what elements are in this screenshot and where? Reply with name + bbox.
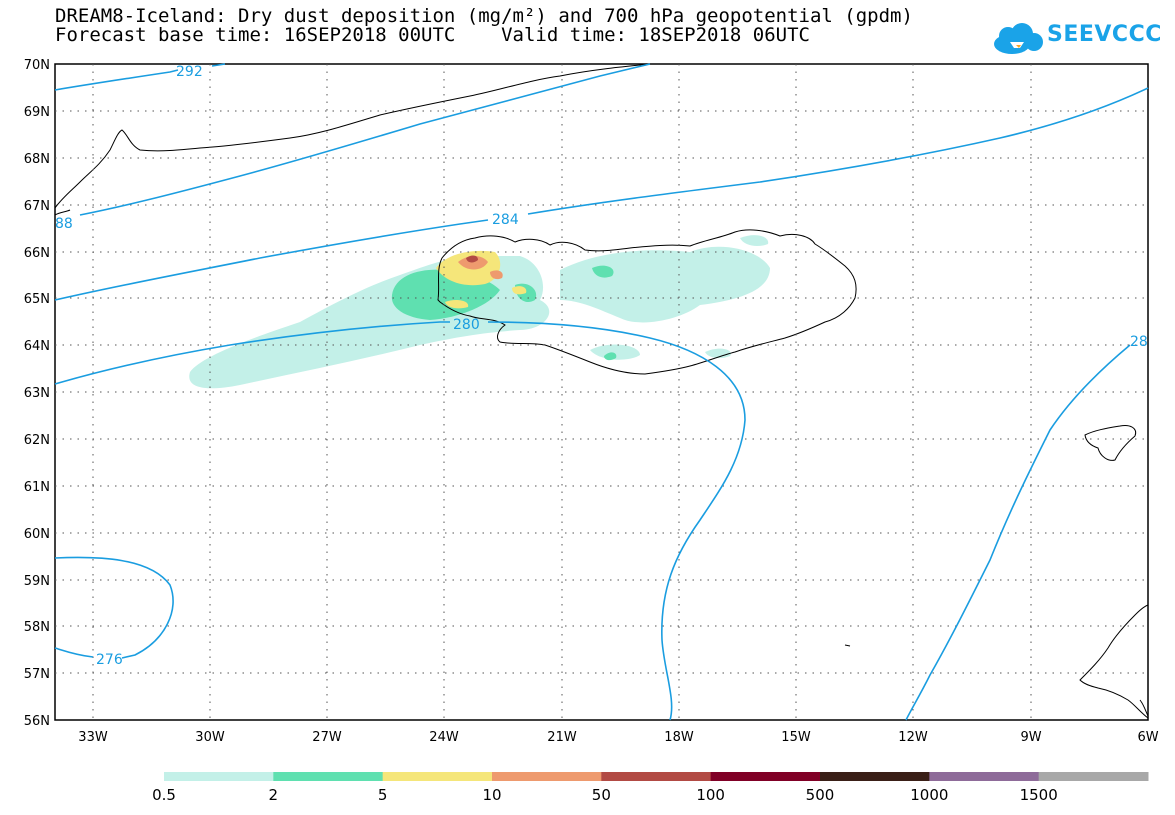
colorbar-label: 50	[591, 786, 611, 804]
lat-label: 63N	[24, 386, 50, 401]
geopotential-contours	[54, 63, 1149, 721]
lat-label: 64N	[24, 339, 50, 354]
lon-label: 15W	[781, 730, 811, 745]
lat-label: 67N	[24, 199, 50, 214]
lat-label: 70N	[24, 58, 50, 73]
lon-label: 33W	[78, 730, 108, 745]
lon-label: 6W	[1137, 730, 1158, 745]
lon-label: 9W	[1020, 730, 1041, 745]
lat-label: 65N	[24, 292, 50, 307]
lon-label: 21W	[547, 730, 577, 745]
contour-label: 292	[176, 64, 203, 80]
longitude-labels: 33W 30W 27W 24W 21W 18W 15W 12W 9W 6W	[78, 730, 1158, 745]
colorbar-label: 1500	[1019, 786, 1058, 804]
colorbar-swatch	[382, 772, 493, 781]
colorbar-label: 10	[482, 786, 502, 804]
lon-label: 12W	[898, 730, 928, 745]
map-title: DREAM8-Iceland: Dry dust deposition (mg/…	[55, 5, 913, 27]
lat-label: 69N	[24, 105, 50, 120]
map-frame	[54, 63, 1149, 721]
lat-label: 68N	[24, 152, 50, 167]
lat-label: 58N	[24, 620, 50, 635]
contour-labels: 292 88 284 280 276 28	[55, 64, 1148, 668]
colorbar-swatch	[929, 772, 1040, 781]
seevccc-logo	[994, 23, 1043, 54]
contour-label: 88	[55, 216, 73, 232]
colorbar-swatch	[820, 772, 930, 781]
lon-label: 30W	[195, 730, 225, 745]
map-subtitle-times: Forecast base time: 16SEP2018 00UTC Vali…	[55, 24, 810, 46]
cloud-icon	[994, 23, 1043, 54]
latitude-labels: 70N 69N 68N 67N 66N 65N 64N 63N 62N 61N …	[24, 58, 50, 729]
contour-label: 276	[96, 652, 123, 668]
colorbar-swatch	[164, 772, 274, 781]
lat-label: 56N	[24, 714, 50, 729]
coastlines	[54, 63, 1149, 720]
colorbar-swatch	[1038, 772, 1149, 781]
colorbar-swatch	[710, 772, 821, 781]
dust-deposition-shading	[189, 235, 770, 389]
lon-label: 18W	[664, 730, 694, 745]
colorbar-label: 0.5	[152, 786, 176, 804]
colorbar-swatch	[492, 772, 602, 781]
lat-label: 62N	[24, 433, 50, 448]
lon-label: 27W	[312, 730, 342, 745]
colorbar-label: 500	[805, 786, 835, 804]
logo-text: SEEVCCC	[1047, 22, 1162, 47]
colorbar	[164, 772, 1149, 781]
lat-label: 57N	[24, 667, 50, 682]
colorbar-label: 5	[377, 786, 388, 804]
contour-label: 280	[453, 317, 480, 333]
colorbar-label: 100	[696, 786, 725, 804]
colorbar-swatch	[273, 772, 384, 781]
contour-label: 28	[1130, 334, 1148, 350]
colorbar-label: 1000	[910, 786, 949, 804]
lat-label: 66N	[24, 246, 50, 261]
lon-label: 24W	[429, 730, 459, 745]
lat-label: 61N	[24, 480, 50, 495]
colorbar-label: 2	[268, 786, 279, 804]
contour-label: 284	[492, 212, 519, 228]
lat-label: 59N	[24, 574, 50, 589]
lat-label: 60N	[24, 527, 50, 542]
colorbar-swatch	[601, 772, 712, 781]
